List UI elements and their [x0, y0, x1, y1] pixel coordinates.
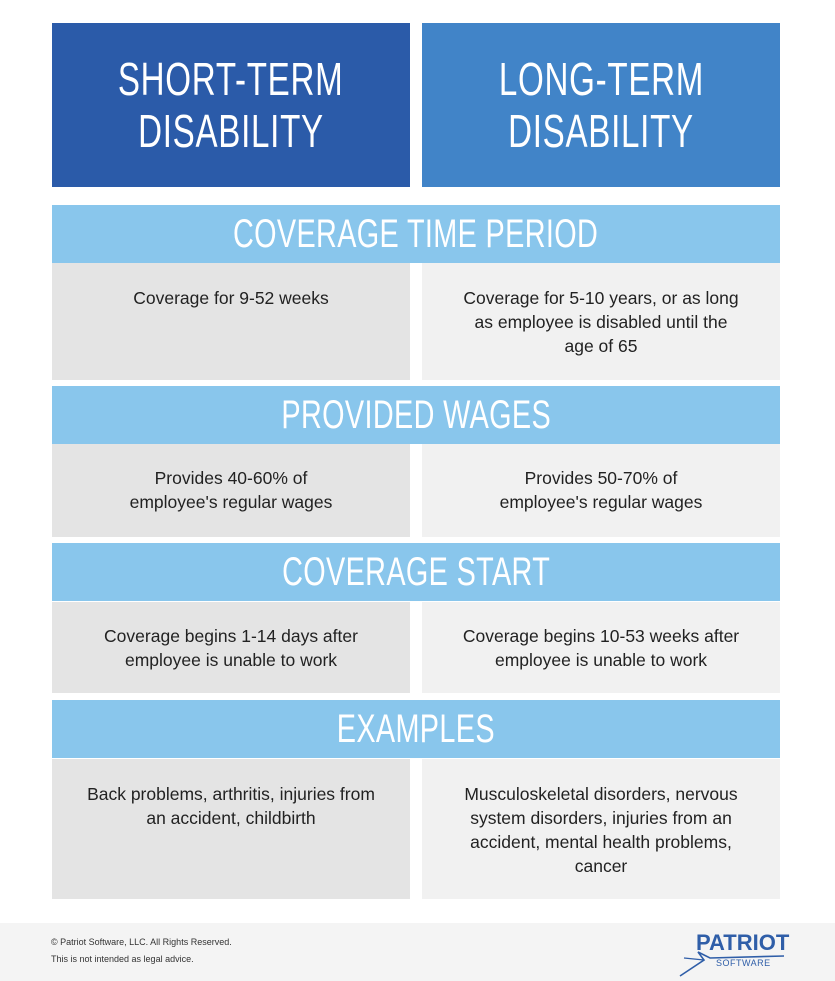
long-term-coverage-start-cell: Coverage begins 10-53 weeks after employ…: [422, 602, 780, 693]
disclaimer-text: This is not intended as legal advice.: [51, 954, 194, 964]
short-term-coverage-time-cell: Coverage for 9-52 weeks: [52, 263, 410, 380]
star-swoosh-icon: [679, 951, 785, 977]
section-title: COVERAGE TIME PERIOD: [233, 212, 599, 256]
long-term-title-line-2: DISABILITY: [508, 105, 694, 157]
section-title: EXAMPLES: [336, 707, 496, 751]
section-title: COVERAGE START: [281, 550, 551, 594]
copyright-text: © Patriot Software, LLC. All Rights Rese…: [51, 937, 232, 947]
short-term-coverage-start-cell: Coverage begins 1-14 days after employee…: [52, 602, 410, 693]
long-term-coverage-time-cell: Coverage for 5-10 years, or as long as e…: [422, 263, 780, 380]
section-band-coverage-time-period: COVERAGE TIME PERIOD: [52, 205, 780, 263]
footer: © Patriot Software, LLC. All Rights Rese…: [0, 923, 835, 981]
section-title: PROVIDED WAGES: [281, 393, 551, 437]
short-term-title-line-1: SHORT-TERM: [118, 53, 344, 105]
section-band-coverage-start: COVERAGE START: [52, 543, 780, 601]
short-term-examples-cell: Back problems, arthritis, injuries from …: [52, 759, 410, 899]
long-term-examples-cell: Musculoskeletal disorders, nervous syste…: [422, 759, 780, 899]
section-band-examples: EXAMPLES: [52, 700, 780, 758]
logo-subtitle: SOFTWARE: [716, 958, 771, 968]
short-term-title-line-2: DISABILITY: [138, 105, 324, 157]
long-term-title-line-1: LONG-TERM: [498, 53, 704, 105]
section-band-provided-wages: PROVIDED WAGES: [52, 386, 780, 444]
long-term-header: LONG-TERM DISABILITY: [422, 23, 780, 187]
short-term-wages-cell: Provides 40-60% of employee's regular wa…: [52, 444, 410, 537]
short-term-header: SHORT-TERM DISABILITY: [52, 23, 410, 187]
logo-wordmark: PATRIOT: [696, 930, 790, 955]
patriot-software-logo: PATRIOT SOFTWARE: [678, 930, 790, 978]
long-term-wages-cell: Provides 50-70% of employee's regular wa…: [422, 444, 780, 537]
